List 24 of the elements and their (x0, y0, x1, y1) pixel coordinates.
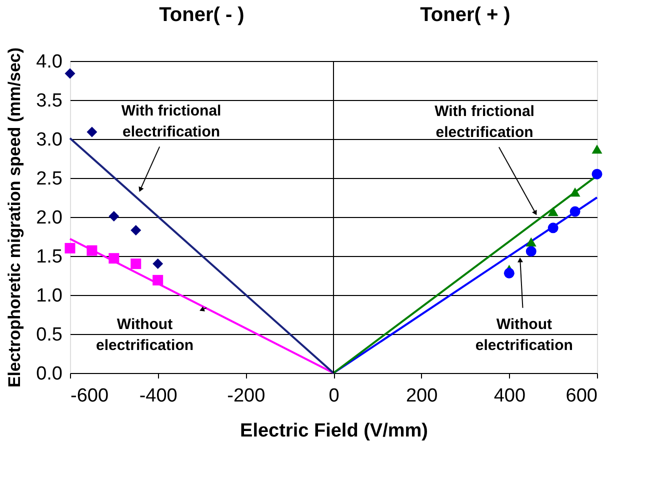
x-tick-label: 0 (328, 386, 340, 406)
x-axis-title: Electric Field (V/mm) (240, 420, 428, 442)
y-tick-label: 2.5 (36, 168, 62, 190)
y-tick-label: 3.0 (36, 130, 62, 150)
y-tick-label: 2.0 (36, 208, 62, 228)
x-tick-label: -600 (70, 386, 109, 406)
x-tick-label: 400 (494, 386, 526, 406)
annotation: With frictional electrification (434, 103, 534, 142)
x-tick-label: 600 (566, 386, 598, 406)
y-tick-label: 1.5 (36, 246, 62, 268)
y-tick-label: 0.0 (36, 364, 62, 384)
y-tick-label: 4.0 (36, 52, 62, 72)
text: Toner( - ) (159, 4, 244, 26)
y-tick-label: 0.5 (36, 324, 62, 346)
annotation: Without electrification (96, 316, 194, 354)
x-tick-label: -200 (227, 386, 266, 406)
annotation: With frictional electrification (121, 102, 222, 141)
y-tick-label: 1.0 (36, 286, 62, 306)
x-tick-label: 200 (406, 386, 438, 406)
y-axis-title: Electrophoretic migration speed (mm/sec) (5, 47, 24, 388)
annotation: Without electrification (475, 316, 573, 354)
x-tick-label: -400 (139, 386, 178, 406)
text: Toner( + ) (420, 4, 510, 26)
y-tick-label: 3.5 (36, 90, 62, 112)
